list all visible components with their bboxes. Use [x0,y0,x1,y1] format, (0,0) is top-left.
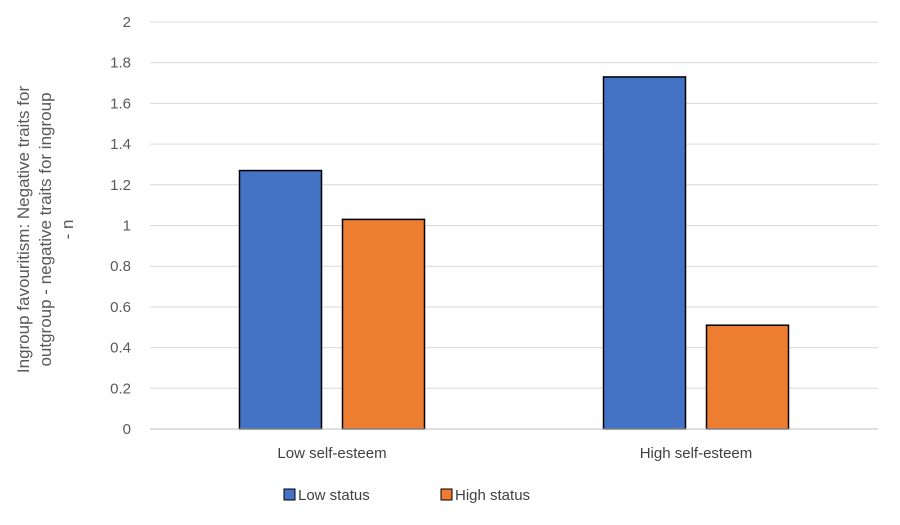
bar-low-status-2 [602,76,687,430]
y-tick-label: 0.8 [110,258,131,275]
y-tick-label: 0 [123,421,131,438]
y-tick-label: 0.6 [110,299,131,316]
y-tick-label: 0.2 [110,380,131,397]
y-axis-label: Ingroup favouritism: Negative traits for… [14,86,77,374]
x-axis-categories: Low self-esteem High self-esteem [277,445,752,462]
x-category-label: Low self-esteem [277,445,386,462]
y-tick-label: 1.8 [110,55,131,72]
legend-swatch [440,488,453,501]
bar-high-status-1 [341,218,426,430]
y-axis-label-line: outgroup - negative traits for ingroup [36,92,55,366]
y-tick-label: 2 [123,14,131,31]
bars [238,76,790,430]
x-category-label: High self-esteem [640,445,753,462]
y-tick-label: 1.2 [110,177,131,194]
legend-label: High status [455,487,530,504]
y-axis-label-line: Ingroup favouritism: Negative traits for [14,86,33,374]
y-axis-ticks: 0 0.2 0.4 0.6 0.8 1 1.2 1.4 1.6 1.8 2 [110,14,131,438]
legend-swatch [283,488,296,501]
legend: Low status High status [283,487,530,504]
y-tick-label: 1.4 [110,136,131,153]
y-tick-label: 0.4 [110,340,131,357]
bar-low-status-1 [238,169,323,430]
y-tick-label: 1.6 [110,95,131,112]
y-axis-label-line: - n [58,220,77,240]
bar-high-status-2 [705,324,790,430]
y-tick-label: 1 [123,218,131,235]
legend-label: Low status [298,487,370,504]
